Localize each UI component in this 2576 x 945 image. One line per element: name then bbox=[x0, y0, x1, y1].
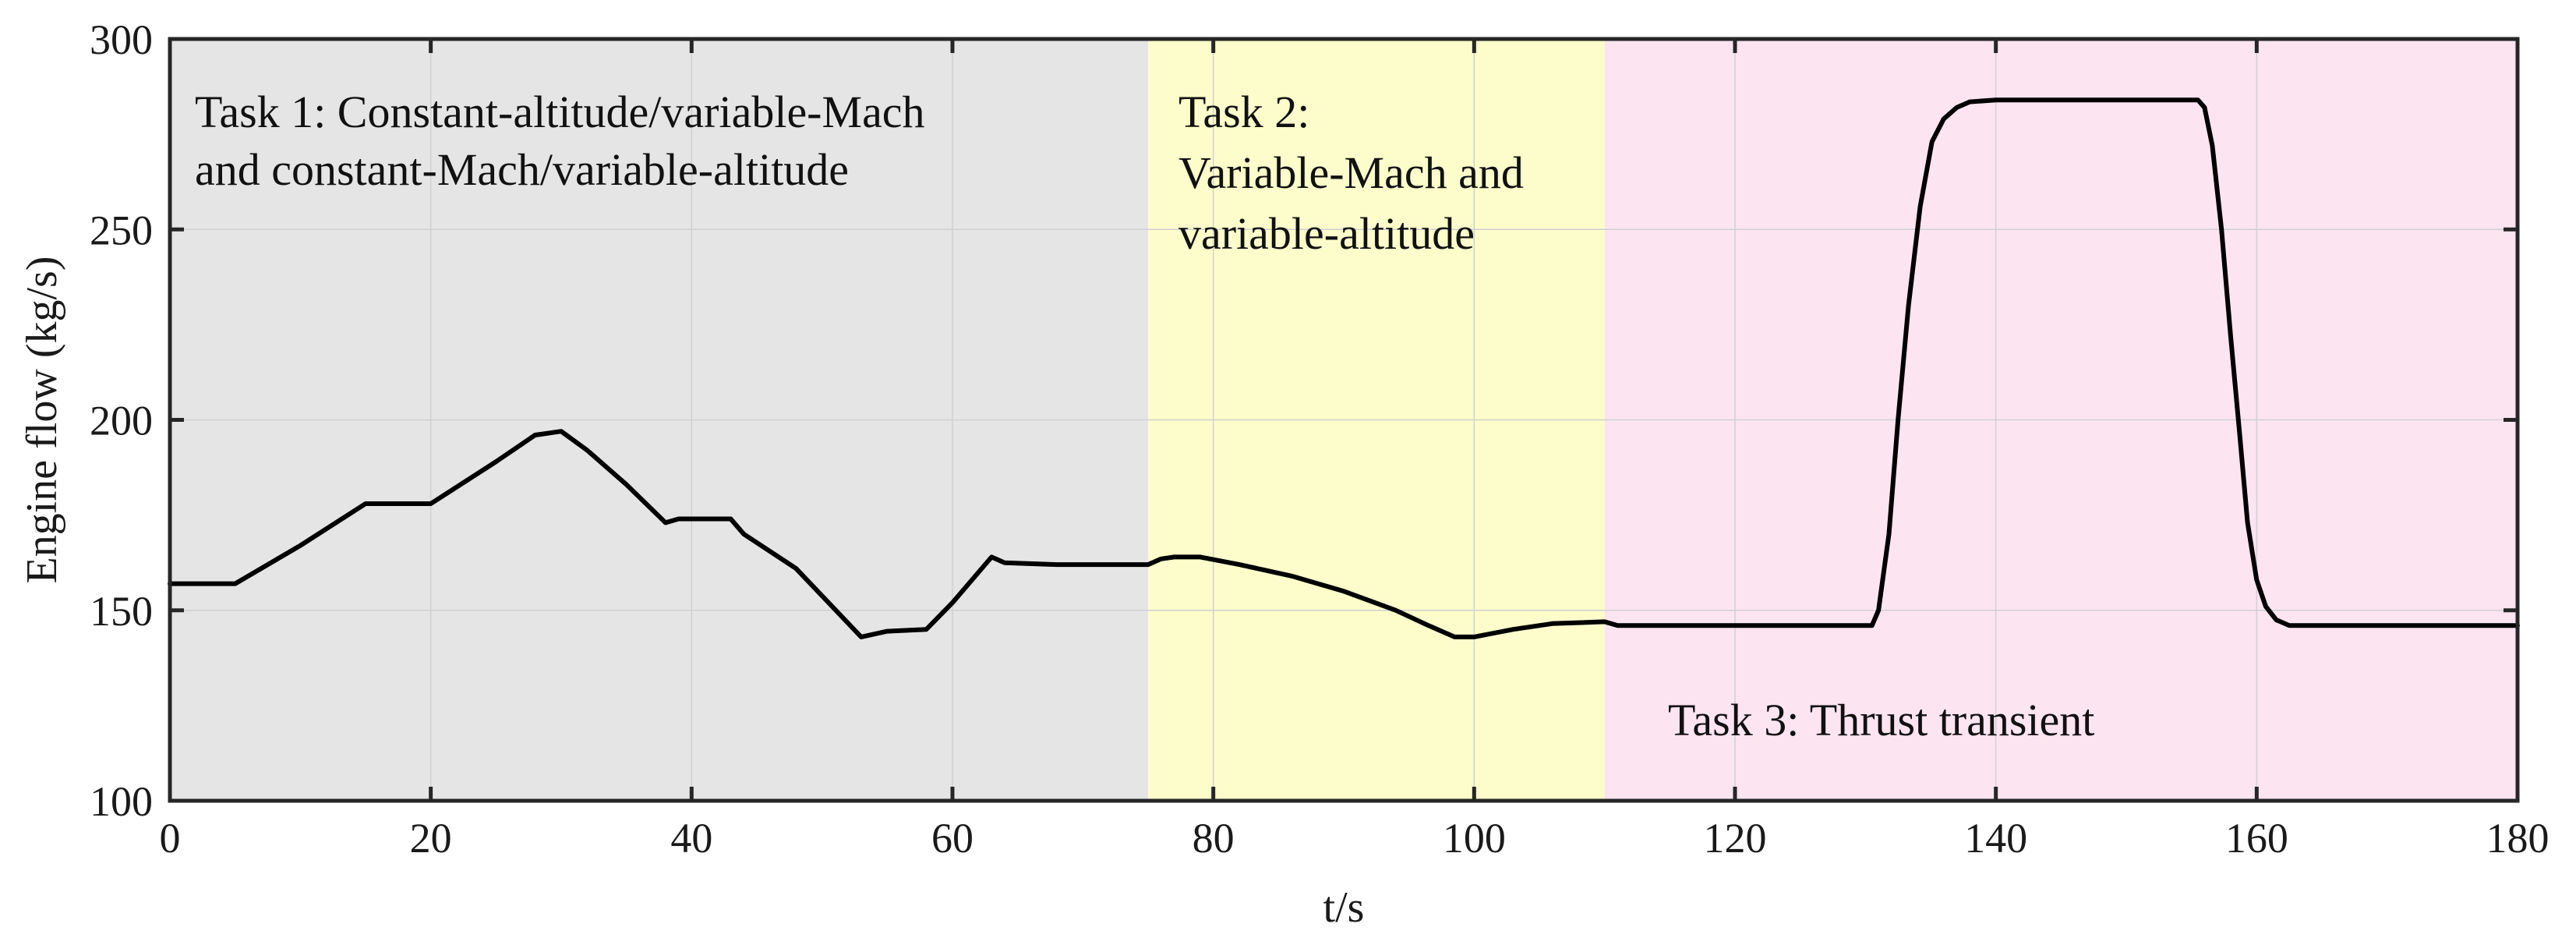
y-tick-label: 300 bbox=[90, 16, 153, 63]
y-tick-label: 250 bbox=[90, 207, 153, 253]
task-1-label-line-1: Task 1: Constant-altitude/variable-Mach bbox=[195, 87, 925, 137]
x-tick-labels: 0 20 40 60 80 100 120 140 160 180 bbox=[160, 815, 2549, 862]
y-tick-labels: 100 150 200 250 300 bbox=[90, 16, 153, 825]
x-tick-label: 60 bbox=[931, 815, 974, 862]
x-tick-label: 20 bbox=[410, 815, 452, 862]
task-3-label-line-1: Task 3: Thrust transient bbox=[1668, 695, 2094, 745]
y-axis-label: Engine flow (kg/s) bbox=[18, 257, 66, 584]
y-tick-label: 200 bbox=[90, 398, 153, 444]
x-tick-label: 160 bbox=[2225, 815, 2288, 862]
y-tick-label: 100 bbox=[90, 778, 153, 825]
x-tick-label: 0 bbox=[160, 815, 181, 862]
axis-ticks bbox=[168, 37, 2520, 803]
x-tick-label: 140 bbox=[1964, 815, 2027, 862]
y-tick-label: 150 bbox=[90, 588, 153, 635]
x-tick-label: 180 bbox=[2486, 815, 2549, 862]
x-tick-label: 40 bbox=[670, 815, 712, 862]
x-tick-label: 120 bbox=[1704, 815, 1767, 862]
task-annotations: Task 1: Constant-altitude/variable-Mach a… bbox=[195, 87, 2094, 745]
task-2-label-line-3: variable-altitude bbox=[1178, 208, 1475, 259]
task-2-label-line-1: Task 2: bbox=[1178, 87, 1309, 137]
engine-flow-series-line bbox=[168, 97, 2520, 639]
x-tick-label: 80 bbox=[1193, 815, 1235, 862]
task-1-label-line-2: and constant-Mach/variable-altitude bbox=[195, 144, 849, 195]
x-tick-label: 100 bbox=[1443, 815, 1506, 862]
x-axis-label: t/s bbox=[1323, 883, 1365, 932]
task-2-label-line-2: Variable-Mach and bbox=[1178, 147, 1524, 198]
